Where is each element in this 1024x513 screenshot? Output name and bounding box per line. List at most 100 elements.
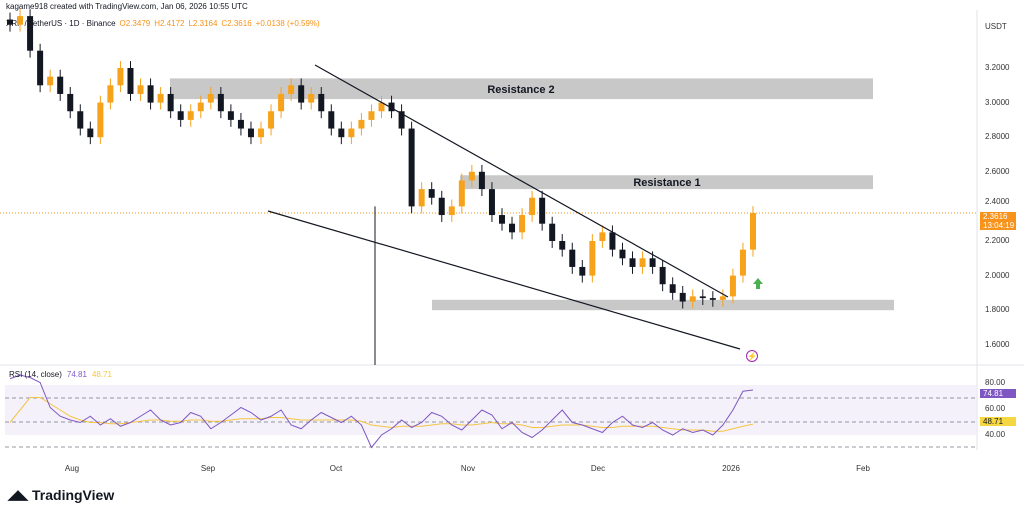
rsi-line <box>9 374 754 449</box>
candle-body <box>529 197 536 216</box>
date-axis-label: Aug <box>64 464 80 473</box>
candle-body <box>559 241 566 250</box>
brand-name: TradingView <box>32 487 115 503</box>
candle-body <box>599 232 606 241</box>
candle-body <box>217 93 224 112</box>
rsi-band <box>5 385 977 435</box>
candle-body <box>418 189 425 207</box>
candle-body <box>77 111 84 129</box>
zone-box <box>170 78 873 100</box>
price-axis-label: 2.2000 <box>985 236 1010 245</box>
candle-body <box>97 102 104 138</box>
candle-body <box>378 102 385 112</box>
candle-body <box>167 93 174 112</box>
candle-body <box>318 93 325 112</box>
candle-body <box>147 85 154 103</box>
candle-body <box>177 111 184 120</box>
rsi-axis-80: 80.00 <box>985 378 1006 387</box>
candle-body <box>87 128 94 138</box>
ohlc-high: H2.4172 <box>154 19 185 28</box>
candle-body <box>278 93 285 112</box>
candle-body <box>47 76 54 86</box>
rsi-axis-40: 40.00 <box>985 430 1006 439</box>
lightning-icon[interactable] <box>746 350 758 362</box>
price-axis-label: 2.0000 <box>985 270 1010 280</box>
tv-logo-icon: ◢◣ <box>8 487 28 502</box>
date-axis-label: Sep <box>200 464 216 473</box>
candle-body <box>127 68 134 94</box>
ohlc-low: L2.3164 <box>188 19 218 28</box>
chart-credit: kagame918 created with TradingView.com, … <box>6 2 248 11</box>
candle-body <box>328 111 335 129</box>
candle-body <box>37 50 44 86</box>
candle-body <box>17 16 24 25</box>
date-axis-label: Oct <box>329 464 343 473</box>
candle-body <box>468 171 475 181</box>
rsi-value-tag: 74.81 <box>980 389 1016 398</box>
last-price-value: 2.3616 <box>983 212 1008 221</box>
price-axis-label: 2.6000 <box>985 166 1010 176</box>
candle-body <box>227 111 234 120</box>
bar-countdown: 13:04:19 <box>983 221 1015 230</box>
price-axis-label: 3.2000 <box>985 63 1010 72</box>
candle-body <box>117 68 124 86</box>
candle-body <box>27 16 34 51</box>
candle-body <box>739 249 746 276</box>
price-axis-label: 1.6000 <box>985 339 1010 349</box>
candle-body <box>207 93 214 103</box>
candle-body <box>288 85 295 94</box>
candle-body <box>237 119 244 129</box>
candle-body <box>187 111 194 120</box>
candle-body <box>679 292 686 302</box>
candle-body <box>649 258 656 267</box>
candle-body <box>729 275 736 297</box>
upper-trendline <box>314 64 729 298</box>
ohlc-close: C2.3616 <box>221 19 252 28</box>
candle-body <box>579 266 586 276</box>
rsi-legend[interactable]: RSI (14, close) 74.81 48.71 <box>9 370 112 379</box>
candle-body <box>488 189 495 216</box>
candle-body <box>639 258 646 267</box>
rsi-ma-line <box>9 397 754 432</box>
symbol-legend: XRP / TetherUS · 1D · Binance O2.3479 H2… <box>6 19 320 28</box>
date-axis-label: 2026 <box>722 464 740 473</box>
candle-body <box>368 111 375 120</box>
candle-body <box>388 102 395 112</box>
candle-body <box>669 284 676 293</box>
resistance-2-label: Resistance 2 <box>487 84 554 96</box>
symbol-name[interactable]: XRP / TetherUS · 1D · Binance <box>6 19 116 28</box>
rsi-legend-value: 74.81 <box>66 370 87 379</box>
resistance-1-label: Resistance 1 <box>633 177 700 189</box>
candle-body <box>438 197 445 216</box>
price-axis-label: 1.8000 <box>985 305 1010 315</box>
date-axis-label: Nov <box>460 464 476 473</box>
rsi-title: RSI (14, close) <box>9 370 62 379</box>
candle-body <box>519 215 526 233</box>
candle-body <box>569 249 576 267</box>
candle-body <box>7 19 13 25</box>
up-arrow-icon <box>753 278 763 289</box>
candle-body <box>308 93 315 103</box>
candle-body <box>137 85 144 94</box>
candle-body <box>348 128 355 138</box>
candle-body <box>57 76 64 94</box>
candle-body <box>719 296 726 300</box>
ohlc-open: O2.3479 <box>119 19 151 28</box>
candle-body <box>509 223 516 233</box>
price-axis-label: 3.0000 <box>985 97 1010 107</box>
lower-trendline <box>267 210 741 350</box>
candle-body <box>338 128 345 138</box>
candle-body <box>709 298 716 300</box>
candle-body <box>258 128 265 138</box>
rsi-axis-60: 60.00 <box>985 404 1006 413</box>
rsi-ma-tag: 48.71 <box>980 417 1016 426</box>
candle-body <box>358 119 365 129</box>
candle-body <box>629 258 636 267</box>
last-price-tag: 2.3616 13:04:19 <box>980 212 1016 230</box>
candle-body <box>498 215 505 224</box>
zone-box <box>432 299 894 311</box>
candle-body <box>428 189 435 198</box>
candle-body <box>659 266 666 285</box>
candle-body <box>107 85 114 103</box>
